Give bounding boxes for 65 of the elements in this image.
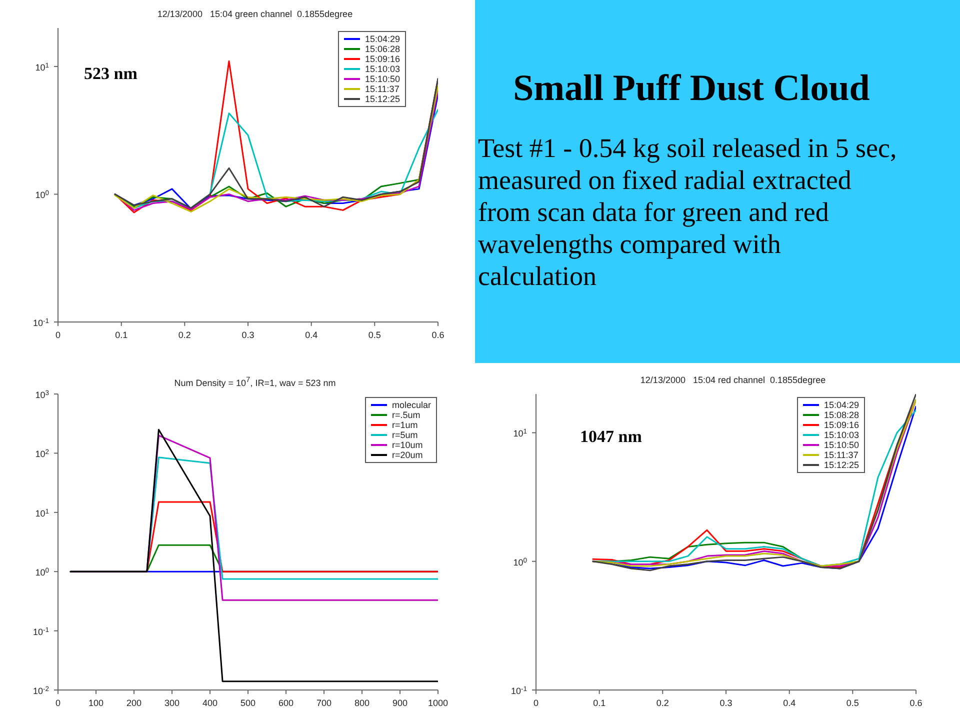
x-tick-label: 800 <box>354 698 370 708</box>
legend-label: r=5um <box>392 430 418 440</box>
text: Small Puff Dust Cloud <box>512 67 871 111</box>
y-tick-label: 10$^{2}$ <box>35 448 50 460</box>
chart-title: 12/13/2000 15:04 red channel 0.1855degree <box>639 374 827 387</box>
legend-label: 15:11:37 <box>824 450 858 460</box>
x-tick-label: 0.4 <box>783 698 796 708</box>
x-tick-label: 300 <box>164 698 180 708</box>
line-series <box>70 428 438 682</box>
legend-label: 15:08:28 <box>824 410 859 420</box>
x-tick-label: 0 <box>55 698 61 708</box>
x-tick-label: 700 <box>316 698 332 708</box>
x-tick-label: 0 <box>55 330 61 340</box>
legend-label: r=20um <box>392 450 423 460</box>
y-tick-label: 10$^{-2}$ <box>32 686 50 696</box>
x-tick-label: 400 <box>202 698 218 708</box>
legend-label: 15:06:28 <box>364 44 400 54</box>
legend-label: 15:04:29 <box>364 34 400 44</box>
legend-label: 15:10:03 <box>364 64 400 74</box>
chart-title: 12/13/2000 15:04 green channel 0.1855degree <box>156 8 354 21</box>
x-tick-label: 200 <box>126 698 142 708</box>
legend-label: 15:12:25 <box>364 94 400 104</box>
legend-label: 15:10:50 <box>364 74 400 84</box>
x-tick-label: 0.1 <box>115 330 128 340</box>
x-tick-label: 0.1 <box>593 698 606 708</box>
annotation: 523 nm <box>84 64 138 84</box>
x-tick-label: 100 <box>88 698 104 708</box>
text: Test #1 - 0.54 kg soil released in 5 sec, measured on fixed radial extracted from scan data for green and red wavelengths compared with calculation <box>478 132 898 292</box>
chart-title: Num Density = 10$^{7}$, IR=1, wav = 523 nm <box>173 374 337 388</box>
y-tick-label: 10$^{0}$ <box>35 190 50 200</box>
x-tick-label: 0.3 <box>720 698 732 708</box>
x-tick-label: 0.6 <box>910 698 922 708</box>
x-tick-label: 0.4 <box>305 330 318 340</box>
x-tick-label: 0.5 <box>368 330 381 340</box>
y-tick-label: 10$^{3}$ <box>35 390 50 400</box>
legend-label: 15:11:37 <box>364 84 400 94</box>
x-tick-label: 0.2 <box>656 698 669 708</box>
y-tick-label: 10$^{1}$ <box>513 428 528 439</box>
x-tick-label: 0.5 <box>846 698 859 708</box>
legend-label: 15:10:03 <box>824 430 859 440</box>
y-tick-label: 10$^{1}$ <box>35 508 50 518</box>
legend-label: r=1um <box>392 420 418 430</box>
legend-label: molecular <box>392 400 431 410</box>
y-tick-label: 10$^{-1}$ <box>510 686 528 696</box>
y-tick-label: 10$^{-1}$ <box>32 318 50 328</box>
x-tick-label: 0 <box>533 698 539 708</box>
legend-label: 15:04:29 <box>824 400 859 410</box>
y-tick-label: 10$^{0}$ <box>35 567 50 578</box>
legend-label: 15:09:16 <box>364 54 400 64</box>
x-tick-label: 900 <box>392 698 408 708</box>
y-tick-label: 10$^{-1}$ <box>32 626 50 637</box>
x-tick-label: 0.6 <box>432 330 444 340</box>
x-tick-label: 600 <box>278 698 294 708</box>
legend-label: 15:09:16 <box>824 420 859 430</box>
legend-label: 15:12:25 <box>824 460 859 470</box>
annotation: 1047 nm <box>580 427 642 447</box>
x-tick-label: 500 <box>240 698 256 708</box>
x-tick-label: 0.2 <box>178 330 191 340</box>
y-tick-label: 10$^{1}$ <box>35 62 50 72</box>
y-tick-label: 10$^{0}$ <box>513 556 528 568</box>
legend-label: r=.5um <box>392 410 420 420</box>
legend-label: 15:10:50 <box>824 440 859 450</box>
x-tick-label: 1000 <box>428 698 448 708</box>
legend-label: r=10um <box>392 440 423 450</box>
x-tick-label: 0.3 <box>242 330 254 340</box>
